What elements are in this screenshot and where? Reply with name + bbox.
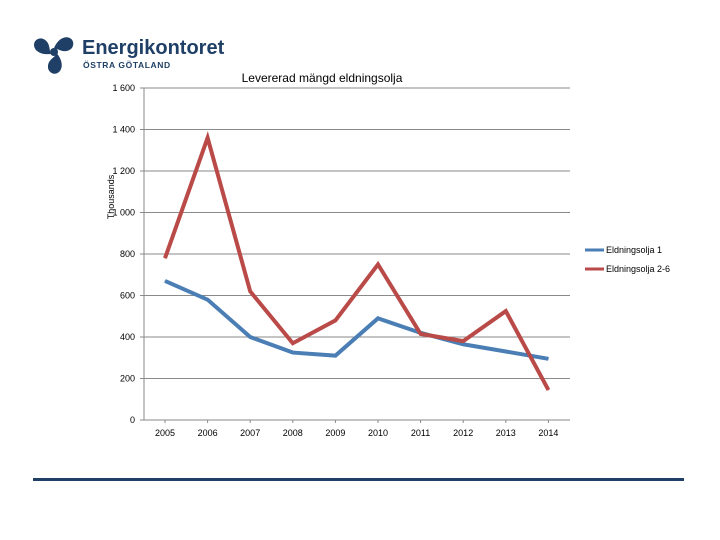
- y-tick-label: 1 400: [112, 125, 135, 135]
- x-tick-label: 2010: [368, 428, 388, 438]
- y-tick-label: 200: [120, 374, 135, 384]
- data-point: [505, 351, 507, 353]
- legend-label: Eldningsolja 1: [606, 245, 662, 255]
- data-point: [420, 333, 422, 335]
- x-tick-label: 2014: [538, 428, 558, 438]
- y-tick-label: 800: [120, 249, 135, 259]
- data-point: [334, 355, 336, 357]
- chart-title: Levererad mängd eldningsolja: [242, 71, 403, 85]
- x-tick-label: 2009: [325, 428, 345, 438]
- fan-icon: [34, 37, 74, 74]
- data-point: [547, 389, 549, 391]
- x-tick-label: 2006: [198, 428, 218, 438]
- series-line-1: [164, 279, 549, 361]
- data-point: [292, 342, 294, 344]
- x-tick-labels: 2005 2006 2007 2008 2009 2010 2011 2012 2013 2014: [155, 420, 558, 438]
- y-tick-labels: 0 200 400 600 800 1 000 1 200 1 400 1 600: [112, 83, 135, 425]
- data-point: [249, 336, 251, 338]
- data-point: [164, 257, 166, 259]
- y-tick-label: 0: [130, 415, 135, 425]
- data-point: [547, 358, 549, 360]
- data-point: [249, 290, 251, 292]
- x-tick-label: 2012: [453, 428, 473, 438]
- data-point: [164, 280, 166, 282]
- series-lines: [163, 131, 551, 391]
- y-axis-label: Thousands: [106, 174, 116, 219]
- logo-name: Energikontoret: [82, 37, 225, 59]
- data-point: [207, 137, 209, 139]
- gridlines: [140, 87, 570, 421]
- logo-subtitle: ÖSTRA GÖTALAND: [83, 60, 171, 70]
- data-point: [505, 310, 507, 312]
- logo-graphic: Energikontoret ÖSTRA GÖTALAND: [34, 37, 225, 74]
- energikontoret-logo: Energikontoret ÖSTRA GÖTALAND: [30, 26, 245, 82]
- x-tick-label: 2007: [240, 428, 260, 438]
- x-tick-label: 2008: [283, 428, 303, 438]
- y-tick-label: 600: [120, 291, 135, 301]
- data-point: [462, 343, 464, 345]
- y-tick-label: 1 200: [112, 166, 135, 176]
- data-point: [377, 263, 379, 265]
- legend-label: Eldningsolja 2-6: [606, 264, 670, 274]
- x-tick-label: 2013: [496, 428, 516, 438]
- data-point: [207, 299, 209, 301]
- axes: [143, 88, 570, 421]
- x-tick-label: 2011: [411, 428, 430, 438]
- y-tick-label: 1 000: [112, 208, 135, 218]
- footer-rule: [33, 478, 684, 481]
- data-point: [292, 352, 294, 354]
- legend: Eldningsolja 1 Eldningsolja 2-6: [585, 245, 670, 274]
- y-tick-label: 1 600: [112, 83, 135, 93]
- series-line-2: [163, 131, 551, 391]
- x-tick-label: 2005: [155, 428, 175, 438]
- data-point: [334, 319, 336, 321]
- y-tick-label: 400: [120, 332, 135, 342]
- data-point: [462, 340, 464, 342]
- data-point: [377, 317, 379, 319]
